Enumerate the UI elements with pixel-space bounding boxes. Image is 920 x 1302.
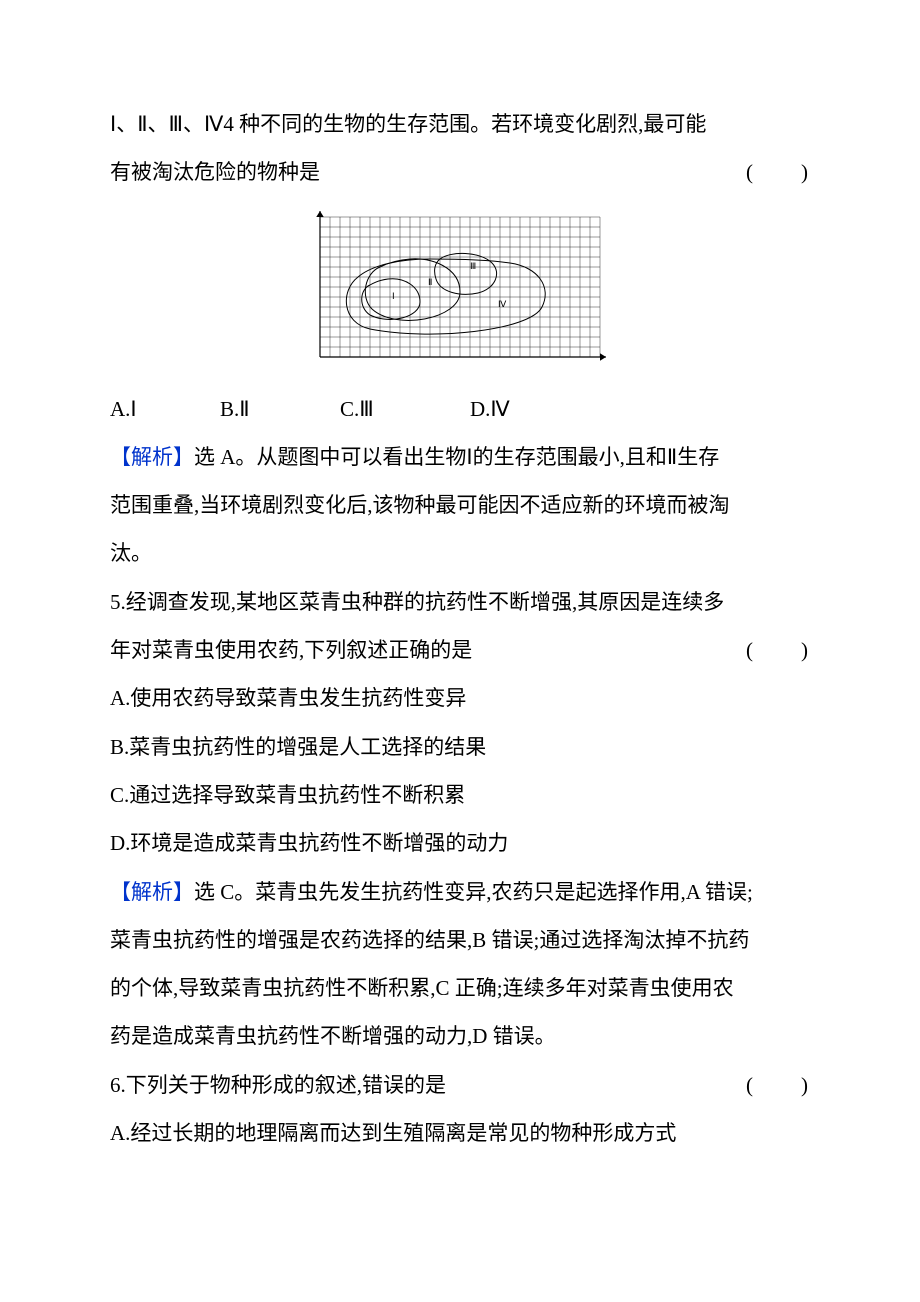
svg-text:Ⅱ: Ⅱ: [428, 277, 432, 287]
q4-options: A.Ⅰ B.Ⅱ C.Ⅲ D.Ⅳ: [110, 385, 810, 433]
chart-container: Ⅰ Ⅱ Ⅲ Ⅳ: [110, 207, 810, 367]
q6-line-1: 6.下列关于物种形成的叙述,错误的是 ( ): [110, 1061, 810, 1109]
q5-analysis-line-3: 的个体,导致菜青虫抗药性不断积累,C 正确;连续多年对菜青虫使用农: [110, 964, 810, 1012]
analysis-label: 【解析】: [110, 445, 194, 469]
q4-option-d: D.Ⅳ: [470, 385, 570, 433]
intro-paren: ( ): [746, 148, 810, 196]
q4-option-a: A.Ⅰ: [110, 385, 220, 433]
q5-analysis-text-1: 选 C。菜青虫先发生抗药性变异,农药只是起选择作用,A 错误;: [194, 880, 753, 904]
q5-line-2: 年对菜青虫使用农药,下列叙述正确的是 ( ): [110, 626, 810, 674]
q6-option-a: A.经过长期的地理隔离而达到生殖隔离是常见的物种形成方式: [110, 1109, 810, 1157]
svg-text:Ⅰ: Ⅰ: [392, 291, 395, 301]
q4-analysis-text-1: 选 A。从题图中可以看出生物Ⅰ的生存范围最小,且和Ⅱ生存: [194, 445, 719, 469]
svg-text:Ⅲ: Ⅲ: [470, 261, 476, 271]
q4-analysis-line-3: 汰。: [110, 529, 810, 577]
q5-option-b: B.菜青虫抗药性的增强是人工选择的结果: [110, 723, 810, 771]
q4-analysis-line-1: 【解析】选 A。从题图中可以看出生物Ⅰ的生存范围最小,且和Ⅱ生存: [110, 433, 810, 481]
survival-range-chart: Ⅰ Ⅱ Ⅲ Ⅳ: [310, 207, 610, 367]
intro-line-2: 有被淘汰危险的物种是 ( ): [110, 148, 810, 196]
q5-analysis-line-4: 药是造成菜青虫抗药性不断增强的动力,D 错误。: [110, 1012, 810, 1060]
analysis-label: 【解析】: [110, 880, 194, 904]
q5-analysis-line-1: 【解析】选 C。菜青虫先发生抗药性变异,农药只是起选择作用,A 错误;: [110, 868, 810, 916]
q4-option-b: B.Ⅱ: [220, 385, 340, 433]
q6-paren: ( ): [746, 1061, 810, 1109]
q4-option-c: C.Ⅲ: [340, 385, 470, 433]
q5-line-2-text: 年对菜青虫使用农药,下列叙述正确的是: [110, 626, 472, 674]
q4-analysis-line-2: 范围重叠,当环境剧烈变化后,该物种最可能因不适应新的环境而被淘: [110, 481, 810, 529]
q5-option-d: D.环境是造成菜青虫抗药性不断增强的动力: [110, 819, 810, 867]
q5-line-1: 5.经调查发现,某地区菜青虫种群的抗药性不断增强,其原因是连续多: [110, 578, 810, 626]
q6-line-1-text: 6.下列关于物种形成的叙述,错误的是: [110, 1061, 446, 1109]
q5-option-a: A.使用农药导致菜青虫发生抗药性变异: [110, 674, 810, 722]
q5-option-c: C.通过选择导致菜青虫抗药性不断积累: [110, 771, 810, 819]
q5-paren: ( ): [746, 626, 810, 674]
intro-line-1: Ⅰ、Ⅱ、Ⅲ、Ⅳ4 种不同的生物的生存范围。若环境变化剧烈,最可能: [110, 100, 810, 148]
intro-line-2-text: 有被淘汰危险的物种是: [110, 148, 320, 196]
q5-analysis-line-2: 菜青虫抗药性的增强是农药选择的结果,B 错误;通过选择淘汰掉不抗药: [110, 916, 810, 964]
svg-text:Ⅳ: Ⅳ: [498, 299, 507, 309]
